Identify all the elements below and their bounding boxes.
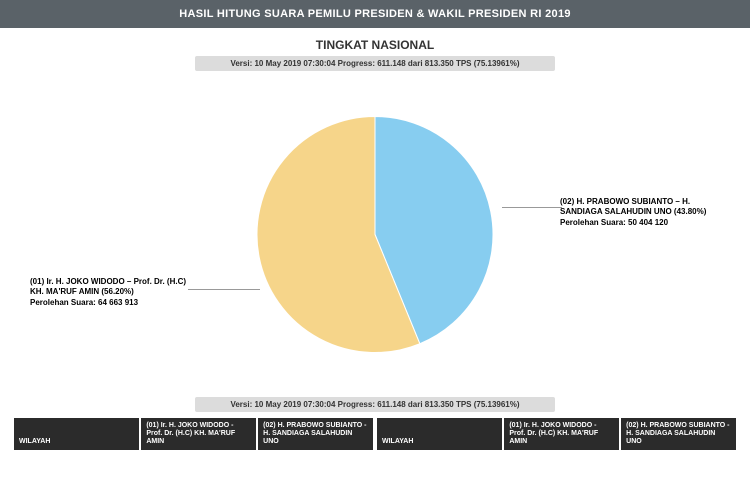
leader-line-right (502, 207, 562, 208)
subtitle: TINGKAT NASIONAL (0, 38, 750, 52)
header-title: HASIL HITUNG SUARA PEMILU PRESIDEN & WAK… (179, 8, 571, 20)
th-cand1-right: (01) Ir. H. JOKO WIDODO - Prof. Dr. (H.C… (504, 418, 619, 450)
pie-chart-area: (01) Ir. H. JOKO WIDODO – Prof. Dr. (H.C… (0, 77, 750, 397)
slice-label-01: (01) Ir. H. JOKO WIDODO – Prof. Dr. (H.C… (30, 277, 190, 308)
version-bar-bottom: Versi: 10 May 2019 07:30:04 Progress: 61… (195, 397, 555, 412)
th-wilayah-left: WILAYAH (14, 418, 139, 450)
table-group-right: WILAYAH (01) Ir. H. JOKO WIDODO - Prof. … (377, 418, 736, 450)
leader-line-left (188, 289, 260, 290)
th-cand1-left: (01) Ir. H. JOKO WIDODO - Prof. Dr. (H.C… (141, 418, 256, 450)
slice-02-name: (02) H. PRABOWO SUBIANTO – H. SANDIAGA S… (560, 197, 720, 218)
th-cand2-left: (02) H. PRABOWO SUBIANTO - H. SANDIAGA S… (258, 418, 373, 450)
th-cand2-right: (02) H. PRABOWO SUBIANTO - H. SANDIAGA S… (621, 418, 736, 450)
header-bar: HASIL HITUNG SUARA PEMILU PRESIDEN & WAK… (0, 0, 750, 28)
table-group-left: WILAYAH (01) Ir. H. JOKO WIDODO - Prof. … (14, 418, 373, 450)
th-wilayah-right: WILAYAH (377, 418, 502, 450)
version-bar-top: Versi: 10 May 2019 07:30:04 Progress: 61… (195, 56, 555, 71)
slice-01-name: (01) Ir. H. JOKO WIDODO – Prof. Dr. (H.C… (30, 277, 190, 298)
slice-label-02: (02) H. PRABOWO SUBIANTO – H. SANDIAGA S… (560, 197, 720, 228)
table-header-row: WILAYAH (01) Ir. H. JOKO WIDODO - Prof. … (0, 418, 750, 450)
slice-02-votes: Perolehan Suara: 50 404 120 (560, 218, 720, 228)
slice-01-votes: Perolehan Suara: 64 663 913 (30, 298, 190, 308)
pie-chart (255, 115, 495, 360)
